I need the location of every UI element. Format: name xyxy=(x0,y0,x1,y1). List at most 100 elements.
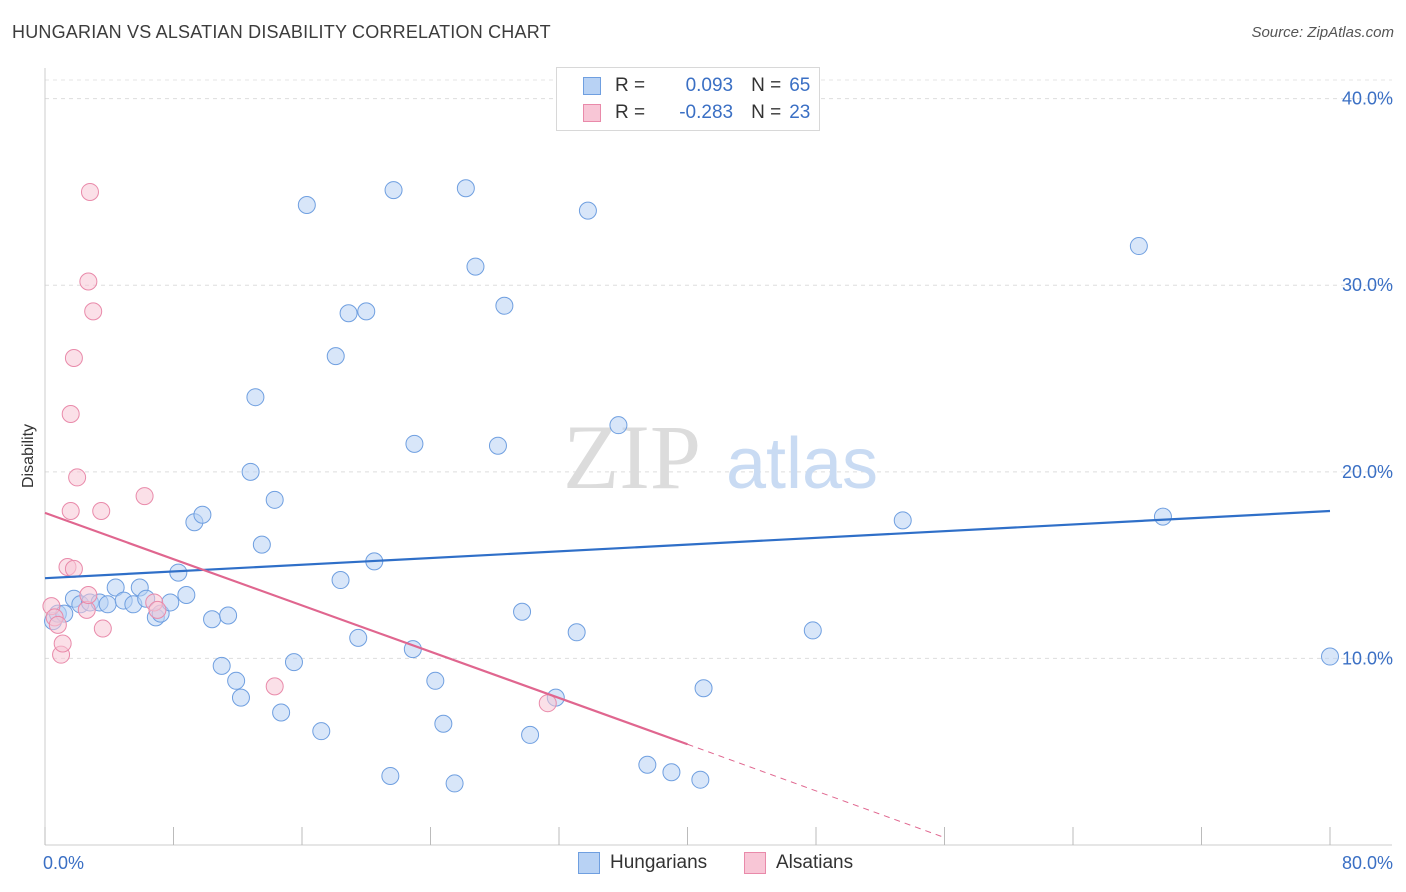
source-label: Source: ZipAtlas.com xyxy=(1251,24,1394,41)
legend-n-label: N = xyxy=(751,75,782,96)
hungarians-point xyxy=(98,595,117,614)
y-tick-label: 10.0% xyxy=(1342,648,1393,668)
alsatians-point xyxy=(53,634,72,653)
legend-row-alsatians: R = -0.283 N = 23 xyxy=(583,100,810,126)
legend-n-label: N = xyxy=(751,102,782,123)
axes xyxy=(44,68,1392,846)
legend-item-hungarians: Hungarians xyxy=(578,852,707,874)
x-tick-label: 80.0% xyxy=(1342,853,1393,873)
watermark: ZIP atlas xyxy=(563,406,878,508)
legend-row-hungarians: R = 0.093 N = 65 xyxy=(583,73,810,99)
watermark-zip: ZIP xyxy=(563,406,701,508)
hungarians-point xyxy=(893,511,912,530)
trend-lines xyxy=(44,509,1331,839)
legend-n-value: 23 xyxy=(789,102,811,123)
hungarians-point xyxy=(405,434,424,453)
hungarians-point xyxy=(466,257,485,276)
alsatians-point xyxy=(265,677,284,696)
hungarians-point xyxy=(339,304,358,323)
hungarians-point xyxy=(349,628,368,647)
hungarians-point xyxy=(227,671,246,690)
hungarians-point xyxy=(381,766,400,785)
alsatians-point xyxy=(61,404,80,423)
stats-legend: R = 0.093 N = 65 R = -0.283 N = 23 xyxy=(556,67,820,131)
hungarians-point xyxy=(106,578,125,597)
hungarians-point xyxy=(1153,507,1172,526)
series-alsatians xyxy=(42,182,557,713)
hungarians-point xyxy=(662,763,681,782)
hungarians-point xyxy=(488,436,507,455)
hungarians-point xyxy=(445,774,464,793)
alsatians-legend-icon xyxy=(744,852,766,874)
hungarians-point xyxy=(694,679,713,698)
legend-item-alsatians: Alsatians xyxy=(744,852,853,874)
alsatians-point xyxy=(48,615,67,634)
alsatians-swatch-icon xyxy=(583,104,601,122)
alsatians-point xyxy=(135,487,154,506)
hungarians-point xyxy=(513,602,532,621)
hungarians-point xyxy=(638,755,657,774)
hungarians-point xyxy=(426,671,445,690)
alsatians-point xyxy=(68,468,87,487)
alsatians-trend-extension xyxy=(687,743,945,839)
watermark-atlas: atlas xyxy=(726,424,878,504)
hungarians-point xyxy=(331,571,350,590)
hungarians-point xyxy=(521,725,540,744)
hungarians-point xyxy=(456,179,475,198)
y-tick-label: 20.0% xyxy=(1342,462,1393,482)
alsatians-point xyxy=(77,600,96,619)
alsatians-point xyxy=(93,619,112,638)
hungarians-point xyxy=(265,490,284,509)
hungarians-point xyxy=(326,347,345,366)
hungarians-point xyxy=(609,416,628,435)
alsatians-point xyxy=(538,694,557,713)
legend-series-name: Alsatians xyxy=(776,852,854,873)
hungarians-point xyxy=(252,535,271,554)
legend-r-label: R = xyxy=(615,75,646,96)
hungarians-point xyxy=(495,296,514,315)
hungarians-point xyxy=(384,181,403,200)
hungarians-point xyxy=(434,714,453,733)
chart-title: HUNGARIAN VS ALSATIAN DISABILITY CORRELA… xyxy=(12,22,551,42)
y-axis-label: Disability xyxy=(20,424,37,488)
series-legend: Hungarians Alsatians xyxy=(0,852,1406,878)
y-tick-label: 40.0% xyxy=(1342,89,1393,109)
hungarians-swatch-icon xyxy=(583,77,601,95)
y-tick-label: 30.0% xyxy=(1342,275,1393,295)
alsatians-trend-line xyxy=(44,511,688,746)
hungarians-point xyxy=(193,505,212,524)
hungarians-point xyxy=(691,770,710,789)
grid xyxy=(45,79,1392,659)
x-tick-label: 0.0% xyxy=(43,853,84,873)
hungarians-point xyxy=(203,610,222,629)
legend-series-name: Hungarians xyxy=(610,852,708,873)
alsatians-point xyxy=(79,272,98,291)
hungarians-point xyxy=(219,606,238,625)
hungarians-point xyxy=(241,462,260,481)
alsatians-point xyxy=(80,182,99,201)
hungarians-point xyxy=(803,621,822,640)
alsatians-point xyxy=(79,585,98,604)
legend-n-value: 65 xyxy=(789,75,811,96)
hungarians-trend-line xyxy=(44,509,1331,580)
hungarians-point xyxy=(272,703,291,722)
alsatians-point xyxy=(92,502,111,521)
alsatians-point xyxy=(64,559,83,578)
hungarians-point xyxy=(1321,647,1339,666)
hungarians-point xyxy=(246,388,265,407)
hungarians-point xyxy=(297,196,316,215)
alsatians-point xyxy=(84,302,103,321)
legend-r-value: 0.093 xyxy=(685,75,734,96)
legend-r-value: -0.283 xyxy=(679,102,734,123)
hungarians-point xyxy=(578,201,597,220)
alsatians-point xyxy=(64,349,83,368)
hungarians-point xyxy=(284,653,303,672)
hungarians-point xyxy=(312,722,331,741)
hungarians-point xyxy=(177,585,196,604)
hungarians-legend-icon xyxy=(578,852,600,874)
tick-labels: 10.0% 20.0% 30.0% 40.0% 0.0% 80.0% xyxy=(43,89,1393,873)
hungarians-point xyxy=(231,688,250,707)
hungarians-point xyxy=(357,302,376,321)
hungarians-point xyxy=(212,656,231,675)
